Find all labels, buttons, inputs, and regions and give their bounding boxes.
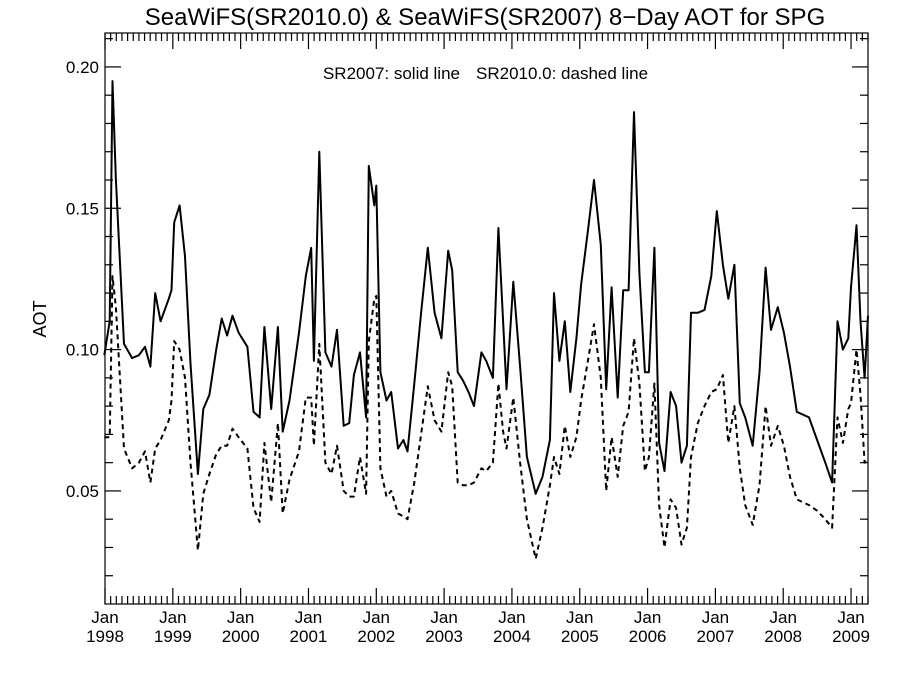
y-tick-label: 0.20: [66, 58, 99, 77]
x-tick-month-label: Jan: [227, 608, 254, 627]
legend-solid-line: SR2007: solid line: [323, 64, 460, 83]
x-tick-year-label: 2007: [696, 627, 734, 646]
x-tick-year-label: 2005: [561, 627, 599, 646]
x-tick-month-label: Jan: [837, 608, 864, 627]
x-tick-year-label: 2000: [222, 627, 260, 646]
series-line-sr2010-0: [104, 275, 869, 560]
chart-title: SeaWiFS(SR2010.0) & SeaWiFS(SR2007) 8−Da…: [145, 4, 825, 31]
x-tick-month-label: Jan: [363, 608, 390, 627]
x-axis-ticks: Jan1998Jan1999Jan2000Jan2001Jan2002Jan20…: [86, 33, 870, 646]
x-tick-year-label: 2002: [357, 627, 395, 646]
x-tick-month-label: Jan: [566, 608, 593, 627]
y-tick-label: 0.10: [66, 341, 99, 360]
x-tick-year-label: 1999: [154, 627, 192, 646]
y-tick-label: 0.15: [66, 199, 99, 218]
x-tick-year-label: 2004: [493, 627, 531, 646]
x-tick-month-label: Jan: [770, 608, 797, 627]
series-line-sr2007: [103, 80, 869, 495]
x-tick-year-label: 1998: [86, 627, 124, 646]
y-axis-label: AOT: [30, 300, 50, 337]
x-tick-year-label: 2006: [629, 627, 667, 646]
y-tick-label: 0.05: [66, 482, 99, 501]
x-tick-year-label: 2009: [832, 627, 870, 646]
x-tick-month-label: Jan: [702, 608, 729, 627]
x-tick-year-label: 2008: [764, 627, 802, 646]
x-tick-month-label: Jan: [159, 608, 186, 627]
x-tick-year-label: 2003: [425, 627, 463, 646]
x-tick-month-label: Jan: [430, 608, 457, 627]
series-layer: [103, 80, 869, 560]
x-tick-month-label: Jan: [91, 608, 118, 627]
x-tick-year-label: 2001: [290, 627, 328, 646]
legend-dashed-line: SR2010.0: dashed line: [476, 64, 648, 83]
x-tick-month-label: Jan: [295, 608, 322, 627]
y-axis-ticks: 0.05 0.10 0.15 0.20: [66, 38, 868, 577]
x-tick-month-label: Jan: [498, 608, 525, 627]
x-tick-month-label: Jan: [634, 608, 661, 627]
